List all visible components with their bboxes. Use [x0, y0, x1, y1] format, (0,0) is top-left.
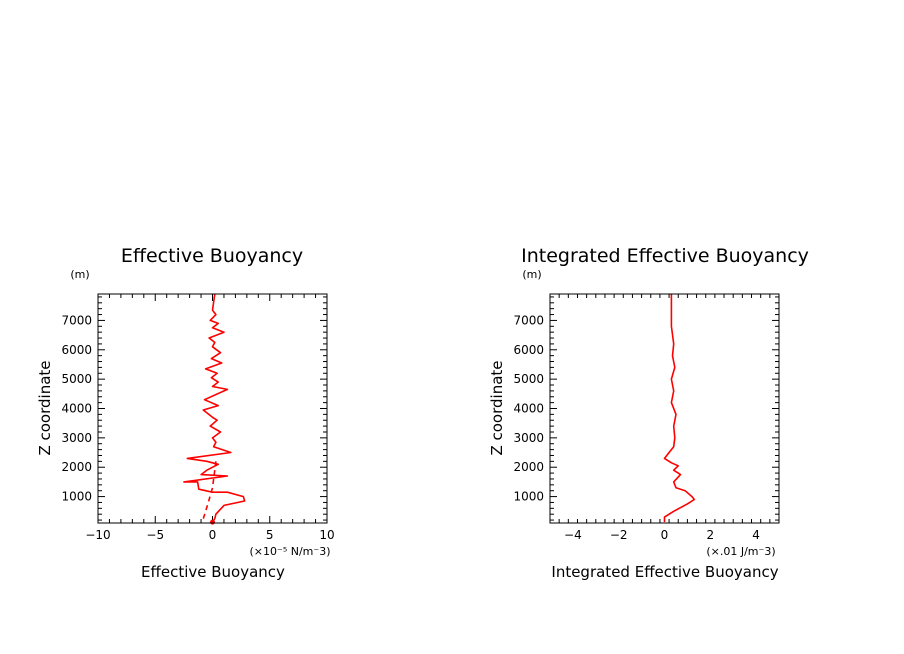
plot-frame	[549, 293, 780, 524]
x-tick-label: 0	[661, 528, 669, 542]
x-tick-label: −10	[85, 528, 110, 542]
y-tick-label: 4000	[61, 402, 92, 416]
y-tick-label: 3000	[61, 431, 92, 445]
series-line-dashed	[202, 461, 217, 519]
x-tick-label: 0	[209, 528, 217, 542]
series-group	[183, 293, 246, 525]
y-tick-label: 4000	[513, 402, 544, 416]
chart-title: Effective Buoyancy	[121, 245, 303, 267]
x-axis-label: Integrated Effective Buoyancy	[551, 563, 778, 581]
y-tick-label: 7000	[61, 313, 92, 327]
y-tick-label: 3000	[513, 431, 544, 445]
x-axis-unit: (×10⁻⁵ N/m⁻3)	[250, 545, 331, 558]
axis-ticks: −10 −5 0 5 10 1000 2000 3000 4000 5000 6000 7000	[61, 294, 335, 542]
x-tick-label: 4	[752, 528, 760, 542]
series-start-point	[210, 519, 215, 525]
y-axis-unit: (m)	[522, 268, 541, 281]
chart-title: Integrated Effective Buoyancy	[521, 245, 809, 267]
x-axis-label: Effective Buoyancy	[141, 563, 285, 581]
y-axis-label: Z coordinate	[488, 360, 506, 455]
series-line	[663, 294, 696, 523]
y-tick-label: 5000	[513, 372, 544, 386]
effective-buoyancy-panel: Effective Buoyancy (m) Z coordinate Effe…	[36, 245, 335, 581]
y-tick-label: 5000	[61, 372, 92, 386]
y-tick-label: 1000	[513, 490, 544, 504]
integrated-effective-buoyancy-panel: Integrated Effective Buoyancy (m) Z coor…	[488, 245, 809, 581]
x-tick-label: −5	[146, 528, 164, 542]
plot-frame	[97, 293, 328, 524]
y-tick-label: 2000	[61, 460, 92, 474]
y-tick-label: 6000	[61, 343, 92, 357]
y-tick-label: 1000	[61, 490, 92, 504]
series-group	[663, 294, 696, 523]
x-tick-label: 5	[266, 528, 274, 542]
axis-ticks: −4 −2 0 2 4 1000 2000 3000 4000 5000 6000 7000	[513, 294, 780, 542]
x-axis-unit: (×.01 J/m⁻3)	[706, 545, 775, 558]
x-tick-label: −2	[610, 528, 628, 542]
y-tick-label: 7000	[513, 313, 544, 327]
series-line	[183, 293, 246, 523]
x-tick-label: 2	[706, 528, 714, 542]
x-tick-label: 10	[319, 528, 334, 542]
y-axis-unit: (m)	[70, 268, 89, 281]
y-tick-label: 2000	[513, 460, 544, 474]
x-tick-label: −4	[564, 528, 582, 542]
y-axis-label: Z coordinate	[36, 360, 54, 455]
y-tick-label: 6000	[513, 343, 544, 357]
